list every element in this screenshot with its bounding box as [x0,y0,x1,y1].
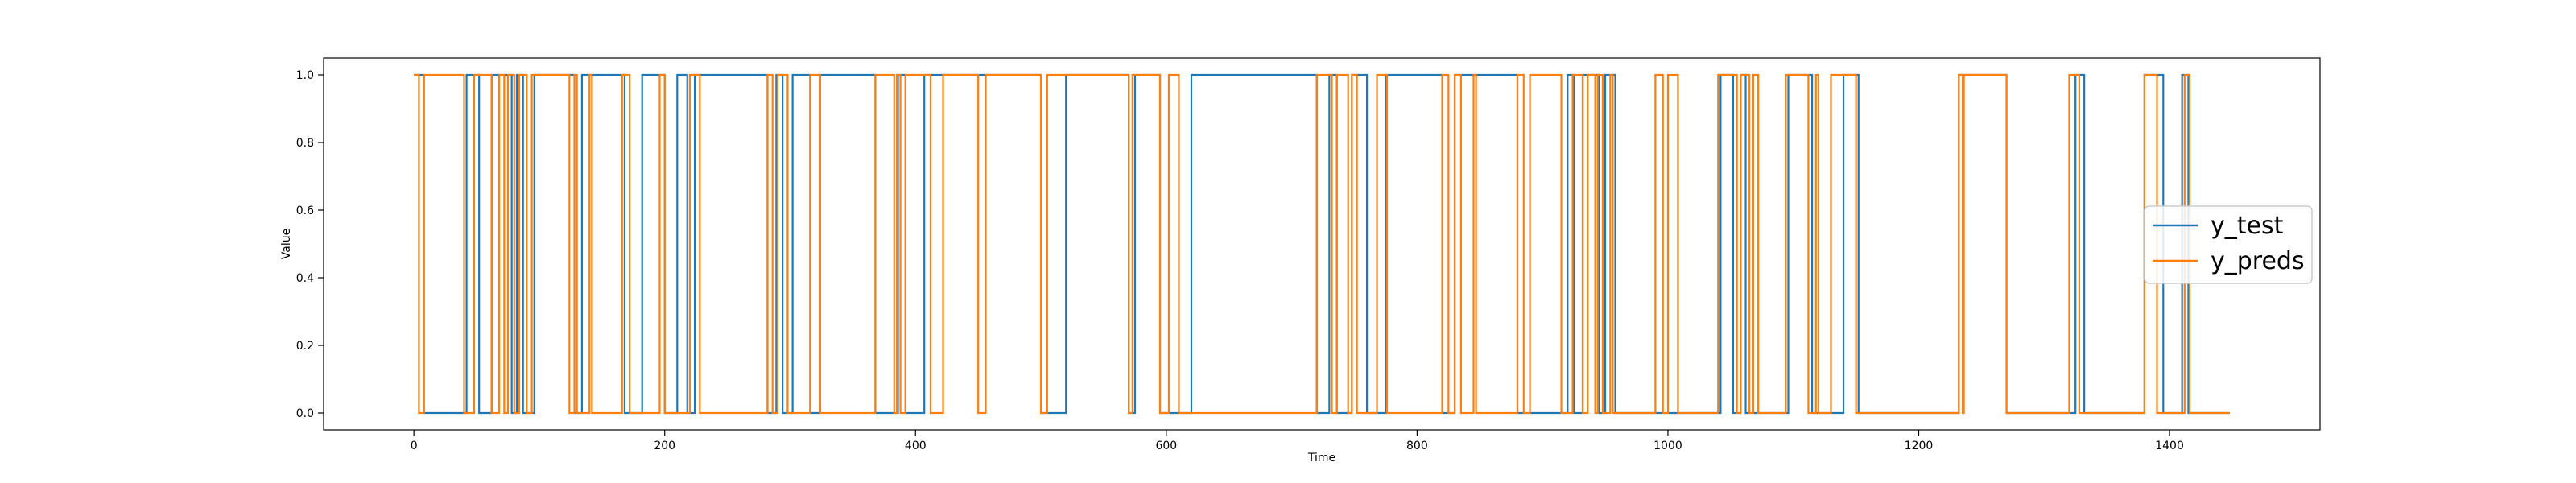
x-tick-label: 1200 [1905,440,1934,452]
series-line-y-test [414,73,2230,415]
x-tick-label: 800 [1406,440,1428,452]
x-tick-label: 1000 [1653,440,1682,452]
x-tick-label: 200 [654,440,675,452]
plot-frame [323,57,2321,431]
y-tick-label: 0.8 [296,137,314,150]
axes: 0 200 400 600 800 1000 1200 1400 0.0 0.2 0.4 0.6 0.8… [296,57,2321,452]
x-tick-label: 400 [905,440,927,452]
series-line-y-preds [414,73,2230,415]
plot-series [414,73,2230,415]
x-tick-label: 600 [1155,440,1177,452]
legend-label-y-test: y_test [2211,212,2284,240]
x-tick-label: 1400 [2155,440,2184,452]
y-tick-label: 0.6 [296,204,314,217]
y-tick-label: 0.4 [296,272,314,285]
legend: y_test y_preds [2144,205,2313,284]
x-axis-label: Time [1307,452,1335,464]
legend-label-y-preds: y_preds [2211,247,2305,275]
x-tick-label: 0 [411,440,418,452]
y-tick-label: 0.0 [296,407,314,420]
y-tick-label: 1.0 [296,69,314,82]
y-axis-label: Value [280,229,293,259]
y-tick-label: 0.2 [296,340,314,353]
